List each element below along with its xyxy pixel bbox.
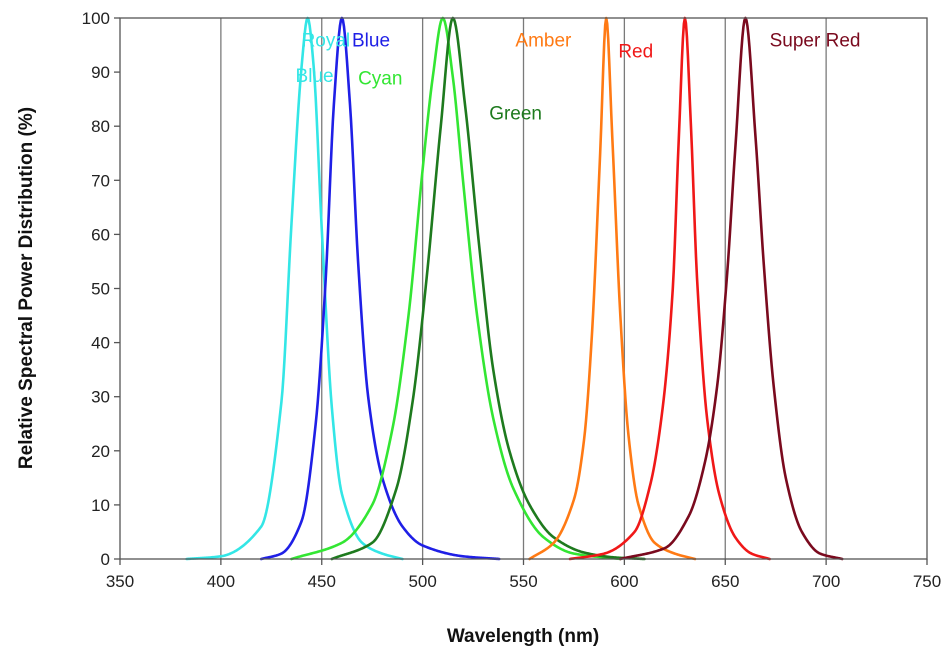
y-tick-label-60: 60 <box>91 225 110 244</box>
y-tick-label-20: 20 <box>91 442 110 461</box>
series-label-blue-2: Blue <box>352 31 390 52</box>
x-tick-label-600: 600 <box>610 572 638 591</box>
series-label-green-4: Green <box>489 104 542 125</box>
y-tick-labels: 0 10 20 30 40 50 60 70 80 90 100 <box>82 9 110 569</box>
x-axis-title: Wavelength (nm) <box>447 626 599 647</box>
series-line-green <box>330 16 646 561</box>
y-tick-label-30: 30 <box>91 388 110 407</box>
y-tick-label-70: 70 <box>91 171 110 190</box>
series-label-red-6: Red <box>618 41 653 62</box>
y-tick-label-100: 100 <box>82 9 110 28</box>
series-line-blue <box>259 16 501 561</box>
x-tick-label-450: 450 <box>308 572 336 591</box>
y-tick-label-10: 10 <box>91 496 110 515</box>
series-line-royal-blue <box>185 16 404 561</box>
series-line-cyan <box>290 16 622 561</box>
y-tick-label-0: 0 <box>101 550 110 569</box>
x-tick-label-400: 400 <box>207 572 235 591</box>
series-label-amber-5: Amber <box>515 31 572 52</box>
series-label-cyan-3: Cyan <box>358 69 402 90</box>
x-tick-label-550: 550 <box>509 572 537 591</box>
series-line-amber <box>528 16 697 561</box>
series-label-super-red-7: Super Red <box>770 31 861 52</box>
grid <box>220 18 827 559</box>
x-tick-label-750: 750 <box>913 572 941 591</box>
series-label-blue-1: Blue <box>296 66 334 87</box>
series-label-royal-0: Royal <box>302 31 351 52</box>
series-line-super-red <box>619 16 844 561</box>
y-tick-label-90: 90 <box>91 63 110 82</box>
y-tick-label-40: 40 <box>91 334 110 353</box>
plot-frame <box>114 17 928 565</box>
y-axis-title: Relative Spectral Power Distribution (%) <box>16 107 37 469</box>
series-line-red <box>568 16 771 561</box>
x-tick-label-700: 700 <box>812 572 840 591</box>
x-tick-label-350: 350 <box>106 572 134 591</box>
y-tick-label-80: 80 <box>91 117 110 136</box>
x-tick-labels: 350 400 450 500 550 600 650 700 750 <box>106 572 941 591</box>
series-layer <box>185 16 844 561</box>
x-tick-label-650: 650 <box>711 572 739 591</box>
x-tick-label-500: 500 <box>408 572 436 591</box>
y-tick-label-50: 50 <box>91 280 110 299</box>
